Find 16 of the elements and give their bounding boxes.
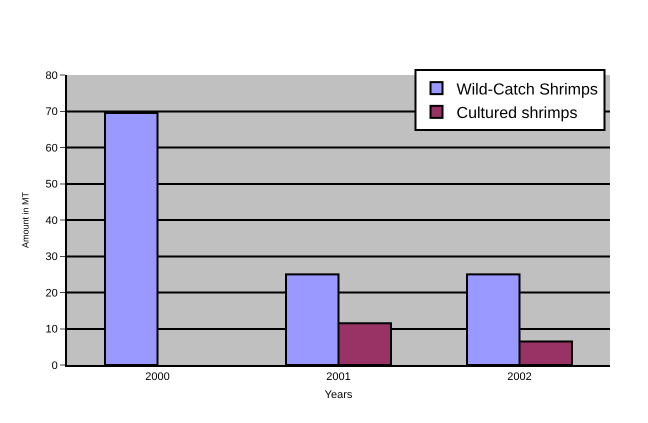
y-tick-label: 60 [46,142,58,154]
x-tick-label: 2000 [145,371,170,384]
legend-label: Wild-Catch Shrimps [456,81,598,98]
legend-label: Cultured shrimps [456,105,578,122]
y-tick-label: 80 [46,70,58,82]
x-axis-title: Years [324,388,353,401]
y-tick-label: 0 [52,360,58,372]
x-tick-label: 2002 [507,371,532,384]
y-tick-label: 70 [46,106,58,118]
y-tick-label: 10 [46,324,58,336]
y-tick-label: 40 [46,214,58,227]
y-tick-label: 30 [46,251,58,264]
y-axis-title: Amount in MT [20,191,30,248]
y-tick-label: 20 [46,287,58,300]
y-tick-label: 50 [46,178,58,191]
x-tick-label: 2001 [326,371,351,384]
